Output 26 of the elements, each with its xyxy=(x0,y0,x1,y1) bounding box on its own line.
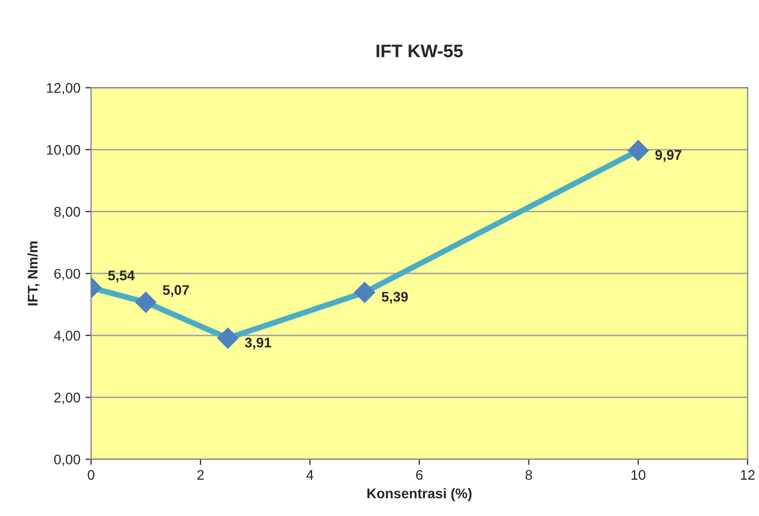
point xyxy=(217,328,238,349)
x-tick-label: 6 xyxy=(416,470,423,480)
x-tick-label: 0 xyxy=(88,470,94,480)
y-tick-label: 12,00 xyxy=(46,83,80,95)
chart-title: IFT KW-55 xyxy=(376,44,463,58)
x-tick-label: 8 xyxy=(526,470,532,480)
y-tick-label: 6,00 xyxy=(54,268,80,280)
y-tick-label: 0,00 xyxy=(54,454,80,466)
data-label: 3,91 xyxy=(244,338,272,350)
y-tick-label: 4,00 xyxy=(54,330,80,342)
y-tick-label: 10,00 xyxy=(46,144,80,156)
y-tick-label: 2,00 xyxy=(54,392,80,404)
y-axis-title: IFT, Nm/m xyxy=(27,242,40,306)
x-tick-label: 4 xyxy=(306,470,314,480)
data-label: 5,07 xyxy=(162,285,189,297)
point xyxy=(135,292,156,313)
point xyxy=(628,140,649,162)
x-tick-label: 10 xyxy=(632,470,646,480)
x-tick-label: 12 xyxy=(740,470,755,480)
data-label: 5,54 xyxy=(108,270,135,282)
data-label: 5,39 xyxy=(382,292,408,304)
x-tick-label: 2 xyxy=(197,470,204,480)
point xyxy=(354,282,376,303)
y-tick-label: 8,00 xyxy=(54,206,80,218)
x-axis-title: Konsentrasi (%) xyxy=(367,488,472,502)
data-label: 9,97 xyxy=(655,150,682,162)
